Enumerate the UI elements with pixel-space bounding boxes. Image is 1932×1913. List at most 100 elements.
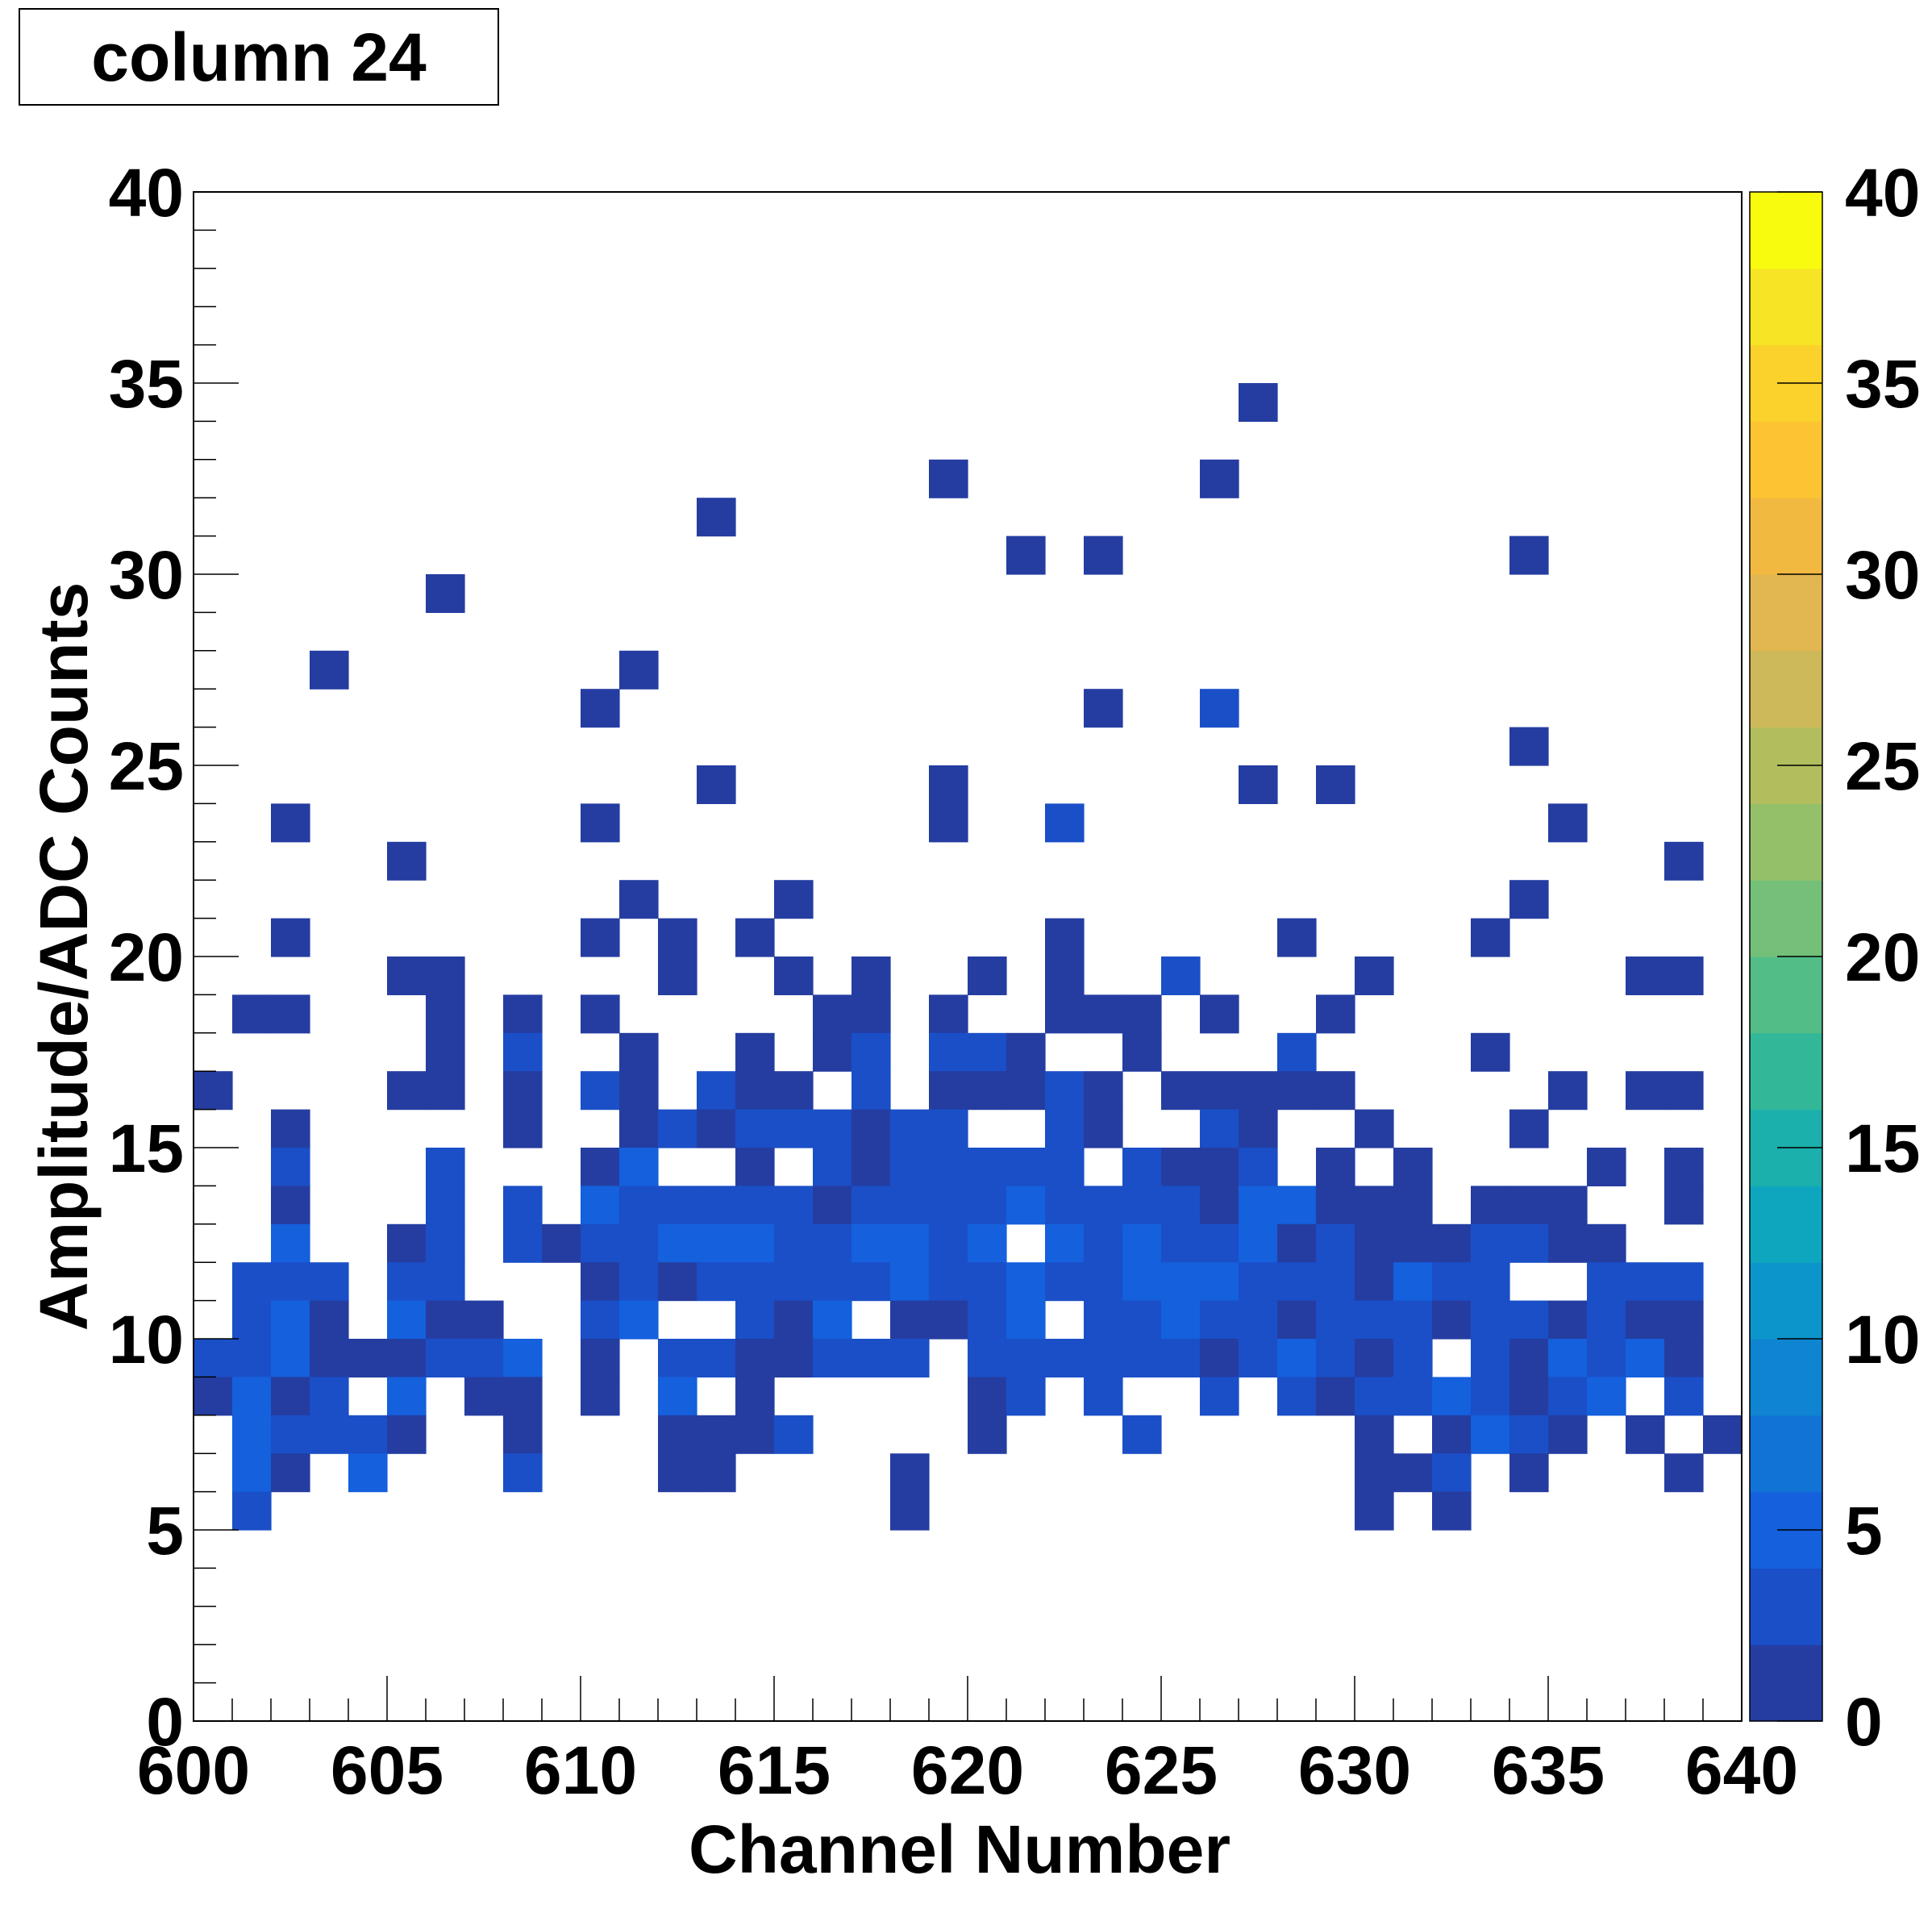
heatmap-cell (1703, 1415, 1743, 1454)
heatmap-cell (1393, 1339, 1433, 1377)
heatmap-cell (697, 1109, 736, 1148)
heatmap-cell (1355, 1109, 1394, 1148)
heatmap-cell (1239, 1071, 1278, 1111)
heatmap-cell (1355, 956, 1394, 995)
heatmap-cell (735, 1109, 775, 1148)
heatmap-cell (697, 1415, 736, 1454)
heatmap-cell (542, 1223, 581, 1263)
heatmap-cell (929, 1032, 968, 1072)
heatmap-cell (1471, 1339, 1510, 1377)
heatmap-cell (1432, 1453, 1472, 1493)
heatmap-cell (1587, 1300, 1626, 1340)
heatmap-cell (968, 1223, 1007, 1263)
heatmap-cell (1277, 1223, 1317, 1263)
heatmap-cell (1626, 1415, 1665, 1454)
y-axis-tick-labels: 0 5 10 15 20 25 30 35 40 (109, 155, 184, 1760)
heatmap-cell (813, 1186, 852, 1225)
heatmap-cell (271, 1109, 310, 1148)
heatmap-cell (1239, 1223, 1278, 1263)
heatmap-cell (348, 1453, 388, 1493)
heatmap-cell (1509, 1300, 1549, 1340)
heatmap-cell (194, 1339, 233, 1377)
heatmap-cell (697, 1262, 736, 1302)
heatmap-cell (232, 1300, 272, 1340)
heatmap-cell (1200, 1300, 1239, 1340)
y-tick-label-10: 10 (109, 1302, 184, 1377)
heatmap-cell (697, 1453, 736, 1493)
heatmap-cell (1006, 536, 1046, 575)
heatmap-cell (1355, 1339, 1394, 1377)
heatmap-cell (968, 1186, 1007, 1225)
heatmap-cell (1161, 1186, 1201, 1225)
heatmap-cell (1316, 1223, 1355, 1263)
heatmap-cell (658, 1186, 697, 1225)
heatmap-cell (1626, 1339, 1665, 1377)
heatmap-cell (1045, 1262, 1085, 1302)
heatmap-cell (735, 1148, 775, 1186)
heatmap-cell (1239, 1339, 1278, 1377)
heatmap-cell (232, 1339, 272, 1377)
heatmap-cell (1664, 1300, 1704, 1340)
heatmap-cell (1006, 1377, 1046, 1416)
heatmap-cell (1664, 1148, 1704, 1186)
heatmap-cell (1432, 1415, 1472, 1454)
heatmap-cell (1122, 1300, 1162, 1340)
x-tick-label-620: 620 (911, 1732, 1024, 1808)
heatmap-cell (271, 1415, 310, 1454)
heatmap-cell (1509, 1109, 1549, 1148)
heatmap-cell (1045, 956, 1085, 995)
heatmap-cell (735, 1415, 775, 1454)
heatmap-cell (426, 1262, 465, 1302)
heatmap-cell (1084, 1300, 1123, 1340)
heatmap-cell (1200, 459, 1239, 498)
heatmap-cell (1393, 1223, 1433, 1263)
heatmap-cell (619, 1148, 659, 1186)
x-axis-ticks (193, 1676, 1743, 1721)
heatmap-cell (503, 1032, 543, 1072)
heatmap-cell (735, 1071, 775, 1111)
heatmap-cell (1471, 1300, 1510, 1340)
heatmap-cell (890, 1109, 930, 1148)
y-axis-label: Amplitude/ADC Counts (26, 582, 102, 1332)
heatmap-cell (1548, 1377, 1588, 1416)
heatmap-cell (1084, 1262, 1123, 1302)
color-scale-segment (1750, 1415, 1822, 1493)
heatmap-cell (774, 1300, 814, 1340)
color-scale-segment (1750, 1186, 1822, 1263)
heatmap-cell (464, 1339, 504, 1377)
heatmap-cell (581, 1339, 620, 1377)
z-tick-label-30: 30 (1845, 537, 1920, 613)
heatmap-cell (581, 1262, 620, 1302)
color-scale-segment (1750, 192, 1822, 269)
color-scale-segment (1750, 1568, 1822, 1645)
heatmap-cell (890, 1491, 930, 1531)
heatmap-cell (271, 994, 310, 1034)
heatmap-cell (851, 1148, 891, 1186)
heatmap-cell (1548, 1300, 1588, 1340)
heatmap-cell (1084, 1377, 1123, 1416)
heatmap-cell (813, 1032, 852, 1072)
color-scale-segment (1750, 421, 1822, 498)
heatmap-cell (929, 765, 968, 804)
heatmap-cell (426, 1148, 465, 1186)
heatmap-cell (1626, 1300, 1665, 1340)
heatmap-cell (968, 1339, 1007, 1377)
color-scale-segment (1750, 650, 1822, 728)
heatmap-cell (1471, 1377, 1510, 1416)
heatmap-cell (1587, 1339, 1626, 1377)
heatmap-cell (1355, 1262, 1394, 1302)
heatmap-cell (619, 1071, 659, 1111)
x-tick-label-605: 605 (331, 1732, 443, 1808)
heatmap-cell (1122, 1262, 1162, 1302)
heatmap-cell (1509, 1377, 1549, 1416)
heatmap-cell (1471, 1415, 1510, 1454)
heatmap-cell (581, 994, 620, 1034)
heatmap-cell (1587, 1223, 1626, 1263)
color-scale-segment (1750, 1262, 1822, 1340)
z-tick-label-5: 5 (1845, 1493, 1883, 1569)
heatmap-cell (1045, 1223, 1085, 1263)
heatmap-cell (426, 1339, 465, 1377)
heatmap-cell (658, 1262, 697, 1302)
z-tick-label-40: 40 (1845, 155, 1920, 231)
heatmap-cell (1200, 1377, 1239, 1416)
